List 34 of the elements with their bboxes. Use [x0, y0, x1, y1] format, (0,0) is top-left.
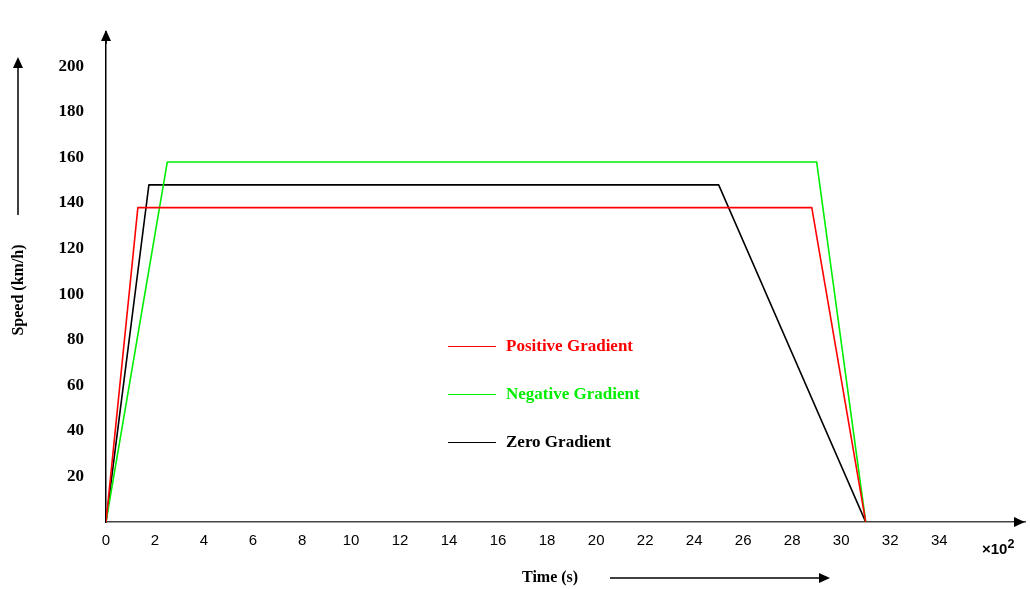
y-tick-label: 60	[67, 374, 84, 394]
y-tick-label: 120	[58, 238, 84, 258]
text: ×10$^{2}$	[982, 537, 1015, 557]
legend-label: Negative Gradient	[506, 384, 640, 404]
x-tick-label: 0	[101, 531, 111, 549]
y-tick-label: 180	[58, 101, 84, 121]
x-tick-label: 32	[881, 531, 899, 549]
x-tick-label: 6	[248, 531, 258, 549]
x-tick-label: 34	[930, 531, 948, 549]
x-tick-label: 22	[636, 531, 654, 549]
y-tick-label: 100	[58, 283, 84, 303]
x-tick-label: 12	[391, 531, 409, 549]
x-tick-label: 30	[832, 531, 850, 549]
legend-label: Zero Gradient	[506, 432, 611, 452]
x-tick-label: 8	[297, 531, 307, 549]
legend-label: Positive Gradient	[506, 336, 634, 356]
x-tick-label: 24	[685, 531, 703, 549]
x-tick-label: 14	[440, 531, 458, 549]
y-tick-label: 80	[67, 329, 84, 349]
y-axis-title: Speed (km/h)	[9, 244, 27, 336]
y-tick-label: 200	[58, 55, 84, 75]
x-tick-label: 16	[489, 531, 507, 549]
x-tick-label: 2	[150, 531, 160, 549]
x-tick-label: 18	[538, 531, 556, 549]
y-tick-label: 40	[67, 420, 84, 440]
x-tick-label: 4	[199, 531, 209, 549]
y-tick-label: 20	[67, 465, 84, 485]
x-axis-title: Time (s)	[522, 568, 579, 586]
x-tick-label: 20	[587, 531, 605, 549]
y-tick-label: 160	[58, 146, 84, 166]
x-tick-label: 28	[783, 531, 801, 549]
y-tick-label: 140	[58, 192, 84, 212]
x-tick-label: 10	[342, 531, 360, 549]
x-tick-label: 26	[734, 531, 752, 549]
